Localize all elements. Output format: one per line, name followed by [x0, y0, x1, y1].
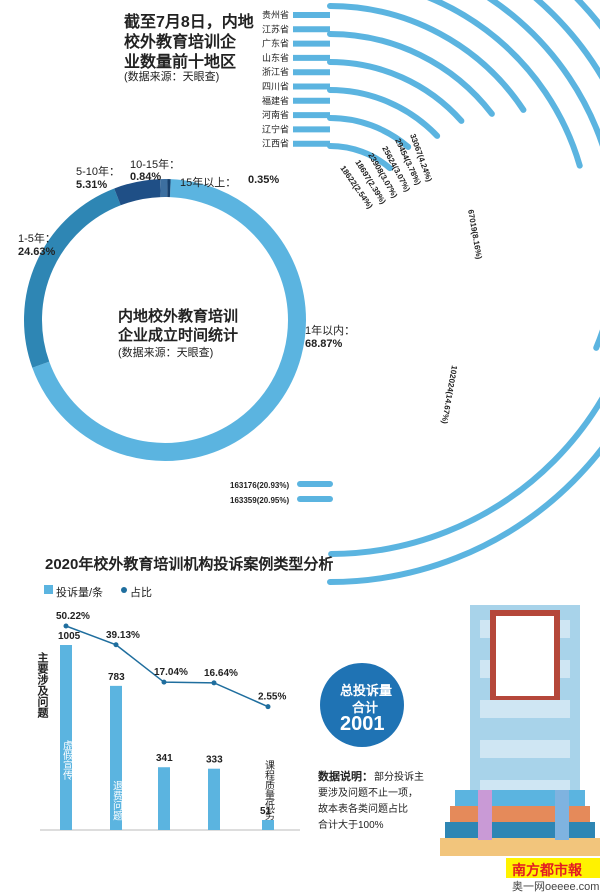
radial-value-label: 102024(14.67%)	[440, 365, 459, 425]
radial-category-label: 浙江省	[262, 66, 289, 77]
radial-title-line-1: 截至7月8日，内地	[124, 14, 254, 31]
bar-value-label: 333	[206, 755, 223, 766]
donut-title-line-1: 内地校外教育培训	[118, 308, 239, 325]
radial-category-label: 福建省	[262, 95, 289, 106]
donut-label-15y: 15年以上：	[180, 177, 237, 189]
bar-chart: 主要涉及问题 1005 虚假宣传 783 退费问题 341 机构单方调课 333 电话骚扰 51课…	[36, 585, 404, 895]
logo-background	[506, 858, 600, 878]
total-label-line-1: 总投诉量	[340, 683, 393, 698]
legend-line-swatch	[121, 587, 127, 593]
radial-value-label: 67019(8.16%)	[466, 209, 484, 260]
radial-arc	[486, 0, 600, 351]
radial-source: (数据来源：天眼查)	[124, 71, 220, 83]
donut-slice	[32, 179, 306, 461]
radial-value-label: 163176(20.93%)	[230, 481, 289, 490]
share-point	[161, 679, 167, 685]
share-point	[63, 623, 69, 629]
bar-category-label: 机构单方调课	[159, 861, 171, 895]
pie-chart	[24, 179, 306, 461]
building-window	[480, 740, 570, 758]
share-label: 39.13%	[106, 630, 140, 641]
book-stack-shape	[440, 838, 600, 856]
bar-title: 2020年校外教育培训机构投诉案例类型分析	[45, 556, 334, 573]
share-label: 16.64%	[204, 668, 238, 679]
donut-value-1-5y: 24.63%	[18, 246, 56, 258]
share-label: 2.55%	[258, 692, 286, 703]
share-point	[211, 680, 217, 686]
radial-arc	[327, 0, 600, 585]
note-line-2: 要涉及问题不止一项，	[318, 788, 418, 799]
bar-value-label: 783	[108, 672, 125, 683]
total-circle	[320, 663, 404, 747]
radial-arc	[327, 59, 465, 124]
radial-category-label: 山东省	[262, 52, 289, 63]
donut-slice	[24, 188, 121, 368]
bar-category-label: 虚假宣传	[61, 740, 73, 781]
note-title: 数据说明：	[318, 771, 373, 783]
radial-title-line-3: 业数量前十地区	[124, 54, 237, 71]
donut-title-line-2: 企业成立时间统计	[118, 327, 239, 344]
radial-title-line-2: 校外教育培训企	[124, 34, 237, 51]
bar-category-label: 电话骚扰	[209, 863, 221, 895]
building-window	[480, 700, 570, 718]
radial-category-label: 河南省	[262, 109, 289, 120]
donut-label-5-10y: 5-10年：	[76, 166, 121, 178]
total-value: 2001	[340, 713, 385, 735]
donut-source: (数据来源：天眼查)	[118, 347, 214, 359]
donut-slice	[114, 179, 161, 206]
radial-arc	[327, 143, 393, 172]
bar	[110, 685, 122, 830]
bar	[208, 768, 220, 830]
radial-arc	[327, 31, 495, 117]
note-line-3: 故本表各类问题占比	[318, 804, 408, 815]
bar-category-label: 课程质量低劣	[263, 760, 275, 821]
radial-arc	[327, 87, 441, 139]
radial-category-label: 江西省	[262, 138, 289, 149]
donut-label-10-15y: 10-15年：	[130, 159, 181, 171]
total-label-line-2: 合计	[352, 700, 379, 715]
axis-label: 主要涉及问题	[36, 651, 49, 719]
share-label: 50.22%	[56, 611, 90, 622]
donut-value-1y: 68.87%	[305, 338, 343, 350]
book-page-shape	[496, 616, 554, 696]
note-line-1: 部分投诉主	[374, 772, 424, 783]
radial-category-label: 辽宁省	[262, 123, 289, 134]
radial-arc	[426, 0, 583, 169]
radial-category-label: 贵州省	[262, 9, 289, 20]
donut-label-1y: 1年以内：	[305, 325, 356, 337]
legend-line-label: 占比	[130, 587, 152, 599]
bar	[262, 820, 274, 830]
radial-value-label: 163359(20.95%)	[230, 496, 289, 505]
bar-value-label: 341	[156, 753, 173, 764]
figure-student-left	[478, 790, 492, 840]
bar-value-label: 1005	[58, 631, 81, 642]
bar-category-label: 退费问题	[111, 781, 123, 821]
share-point	[113, 642, 119, 648]
legend-bar-label: 投诉量/条	[56, 587, 104, 599]
note-line-4: 合计大于100%	[318, 820, 384, 831]
legend-bar-swatch	[44, 585, 53, 594]
share-label: 17.04%	[154, 667, 188, 678]
radial-category-label: 广东省	[262, 38, 289, 49]
bar-value-label: 51	[260, 806, 272, 817]
donut-value-10-15y: 0.84%	[130, 171, 162, 183]
radial-category-label: 江苏省	[262, 23, 289, 34]
donut-value-5-10y: 5.31%	[76, 179, 108, 191]
radial-arc	[327, 115, 412, 150]
logo-site: 奥一网oeeee.com	[512, 881, 600, 893]
radial-arc	[327, 3, 527, 113]
share-point	[265, 704, 271, 710]
illustration	[440, 605, 600, 878]
donut-value-15y: 0.35%	[248, 174, 280, 186]
radial-arc	[328, 0, 600, 557]
figure-student-right	[555, 790, 569, 840]
logo-brand: 南方都市報	[512, 862, 582, 878]
book-stack-shape	[445, 822, 595, 838]
donut-label-1-5y: 1-5年：	[18, 233, 56, 245]
radial-category-label: 四川省	[262, 81, 289, 92]
bar	[60, 645, 72, 830]
bar	[158, 767, 170, 830]
